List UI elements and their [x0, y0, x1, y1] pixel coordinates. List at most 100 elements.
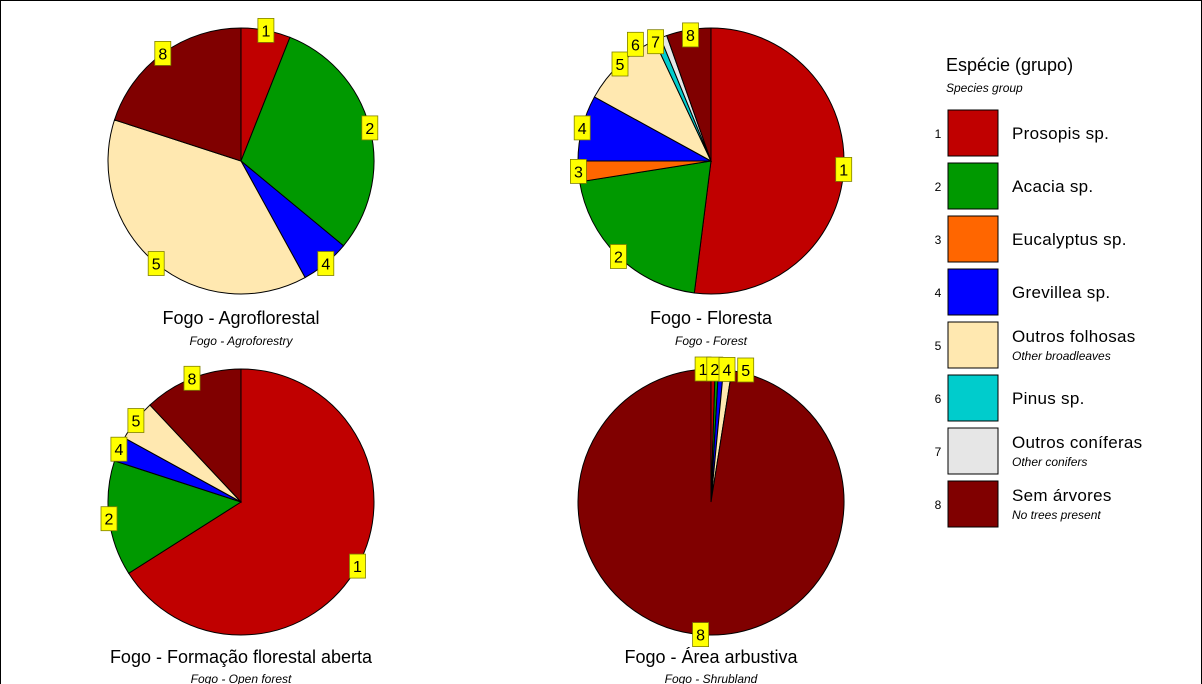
legend-swatch	[947, 427, 999, 475]
svg-text:5: 5	[616, 57, 625, 74]
legend-items: 1 Prosopis sp. 2 Acacia sp. 3 Eucalyptus sp. 4…	[935, 109, 1142, 528]
legend-item-number: 1	[935, 127, 942, 141]
slice-label-5: 5	[127, 408, 145, 433]
svg-text:6: 6	[631, 37, 640, 54]
slice-label-8: 8	[682, 22, 699, 48]
slice-label-6: 6	[627, 31, 644, 57]
legend-item-number: 7	[935, 445, 942, 459]
slice-label-7: 7	[647, 29, 664, 55]
svg-text:4: 4	[723, 362, 732, 379]
pie-slice-8	[577, 368, 845, 636]
legend-item-label: Sem árvores	[1012, 486, 1112, 505]
legend-item-7: 7 Outros coníferas Other conifers	[935, 427, 1142, 475]
legend-item-5: 5 Outros folhosas Other broadleaves	[935, 321, 1136, 369]
legend-item-number: 4	[935, 286, 942, 300]
slice-label-2: 2	[361, 115, 379, 141]
slice-label-2: 2	[610, 244, 627, 269]
legend-item-number: 2	[935, 180, 942, 194]
pie-subtitle: Fogo - Shrubland	[665, 672, 758, 684]
svg-text:2: 2	[105, 512, 114, 529]
svg-text:1: 1	[353, 559, 362, 576]
svg-text:4: 4	[321, 257, 330, 274]
legend-item-sublabel: Other conifers	[1012, 455, 1087, 469]
slice-label-4: 4	[573, 115, 591, 141]
svg-text:3: 3	[574, 164, 583, 181]
pie-subtitle: Fogo - Forest	[675, 334, 748, 348]
svg-text:5: 5	[152, 257, 161, 274]
legend-item-sublabel: Other broadleaves	[1012, 349, 1111, 363]
svg-text:1: 1	[699, 362, 708, 379]
svg-text:5: 5	[741, 363, 750, 380]
slice-label-4: 4	[110, 436, 128, 462]
svg-text:5: 5	[131, 414, 140, 431]
legend-swatch	[947, 162, 999, 210]
pie-title: Fogo - Formação florestal aberta	[110, 647, 373, 667]
legend-subtitle: Species group	[946, 81, 1023, 95]
legend: Espécie (grupo) Species group 1 Prosopis …	[935, 55, 1142, 528]
slice-label-8: 8	[692, 622, 709, 647]
legend-item-label: Outros folhosas	[1012, 327, 1136, 346]
legend-item-1: 1 Prosopis sp.	[935, 109, 1109, 157]
svg-text:2: 2	[365, 121, 374, 138]
pie-subtitle: Fogo - Agroforestry	[190, 334, 294, 348]
legend-item-label: Grevillea sp.	[1012, 283, 1110, 302]
svg-text:8: 8	[686, 28, 695, 45]
svg-text:7: 7	[651, 35, 660, 52]
legend-item-6: 6 Pinus sp.	[935, 374, 1085, 422]
svg-text:4: 4	[578, 121, 587, 138]
pie-chart-3: 1 2 45 8 Fogo - Formação florestal aberta Fog…	[100, 365, 375, 684]
pie-chart-1: 1 2 4 5 8 Fogo - Agroflorestal Fogo - Agrofore…	[107, 17, 379, 348]
legend-item-number: 3	[935, 233, 942, 247]
svg-text:4: 4	[114, 442, 123, 459]
legend-item-label: Outros coníferas	[1012, 433, 1142, 452]
legend-swatch	[947, 480, 999, 528]
legend-swatch	[947, 109, 999, 157]
pie-chart-4: 1 2 4 5 8 Fogo - Área arbustiva Fogo - Shrubla…	[577, 356, 845, 684]
legend-item-number: 5	[935, 339, 942, 353]
slice-label-5: 5	[611, 51, 629, 77]
pie-title: Fogo - Floresta	[650, 308, 773, 328]
svg-text:1: 1	[261, 23, 270, 40]
slice-label-8: 8	[183, 365, 201, 391]
slice-label-5: 5	[737, 357, 755, 383]
pie-slice-1	[693, 27, 845, 295]
slice-label-1: 1	[257, 17, 275, 43]
legend-item-number: 8	[935, 498, 942, 512]
legend-swatch	[947, 268, 999, 316]
slice-label-8: 8	[154, 41, 172, 66]
legend-item-2: 2 Acacia sp.	[935, 162, 1093, 210]
svg-text:2: 2	[614, 250, 623, 267]
slice-label-4: 4	[317, 251, 335, 276]
legend-item-label: Eucalyptus sp.	[1012, 230, 1127, 249]
slice-label-1: 1	[349, 553, 366, 579]
svg-text:2: 2	[710, 362, 719, 379]
legend-item-label: Pinus sp.	[1012, 389, 1085, 408]
svg-text:8: 8	[158, 46, 167, 63]
pie-title: Fogo - Área arbustiva	[624, 647, 798, 667]
legend-item-3: 3 Eucalyptus sp.	[935, 215, 1127, 263]
slice-label-2: 2	[100, 506, 118, 532]
legend-item-label: Prosopis sp.	[1012, 124, 1109, 143]
svg-text:8: 8	[188, 371, 197, 388]
slice-label-1: 1	[835, 156, 853, 182]
slice-label-5: 5	[147, 251, 165, 276]
slice-label-3: 3	[570, 158, 587, 184]
legend-item-number: 6	[935, 392, 942, 406]
slice-label-4: 4	[718, 356, 736, 382]
legend-item-label: Acacia sp.	[1012, 177, 1093, 196]
legend-item-8: 8 Sem árvores No trees present	[935, 480, 1112, 528]
legend-item-sublabel: No trees present	[1012, 508, 1101, 522]
svg-text:8: 8	[696, 628, 705, 645]
pie-subtitle: Fogo - Open forest	[191, 672, 292, 684]
pie-title: Fogo - Agroflorestal	[162, 308, 319, 328]
pie-chart-2: 1 2 3 4 56 7 8 Fogo - Floresta Fogo - Forest	[570, 22, 853, 348]
svg-text:1: 1	[839, 162, 848, 179]
legend-swatch	[947, 215, 999, 263]
pie-slice-2	[579, 160, 712, 294]
legend-item-4: 4 Grevillea sp.	[935, 268, 1110, 316]
legend-swatch	[947, 374, 999, 422]
legend-swatch	[947, 321, 999, 369]
legend-title: Espécie (grupo)	[946, 55, 1073, 75]
